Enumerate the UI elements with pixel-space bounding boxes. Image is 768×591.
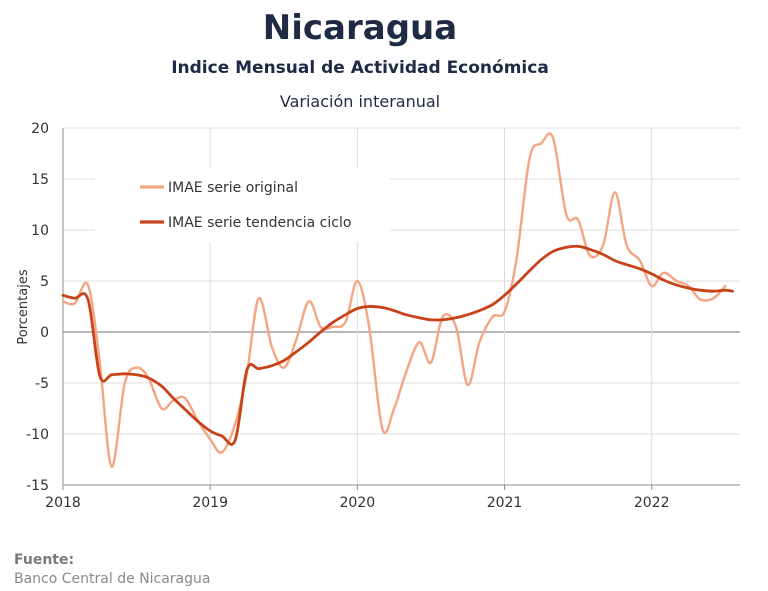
y-axis-label: Porcentajes: [16, 269, 31, 344]
x-tick-label: 2021: [487, 495, 523, 511]
y-tick-label: 20: [31, 121, 49, 137]
x-tick-label: 2018: [45, 495, 81, 511]
series-line-1: [61, 132, 727, 468]
y-tick-label: -15: [26, 478, 49, 494]
chart-subtitle-secondary: Variación interanual: [279, 92, 441, 111]
chart-subtitle: Indice Mensual de Actividad Económica: [171, 58, 549, 78]
y-tick-label: 10: [31, 223, 49, 239]
y-tick-label: 15: [31, 172, 49, 188]
x-tick-label: 2019: [192, 495, 228, 511]
x-tick-label: 2020: [340, 495, 376, 511]
legend-label: IMAE serie original: [168, 180, 298, 196]
chart-title: Nicaragua: [262, 8, 458, 48]
y-tick-label: 0: [40, 325, 49, 341]
y-tick-label: 5: [40, 274, 49, 290]
legend-box: [95, 168, 390, 242]
source-value: Banco Central de Nicaragua: [14, 571, 211, 587]
legend-label: IMAE serie tendencia ciclo: [168, 215, 351, 231]
y-tick-label: -10: [26, 427, 49, 443]
series-line-2: [61, 244, 734, 446]
source-label: Fuente:: [14, 552, 75, 568]
y-tick-label: -5: [35, 376, 49, 392]
x-tick-label: 2022: [634, 495, 670, 511]
